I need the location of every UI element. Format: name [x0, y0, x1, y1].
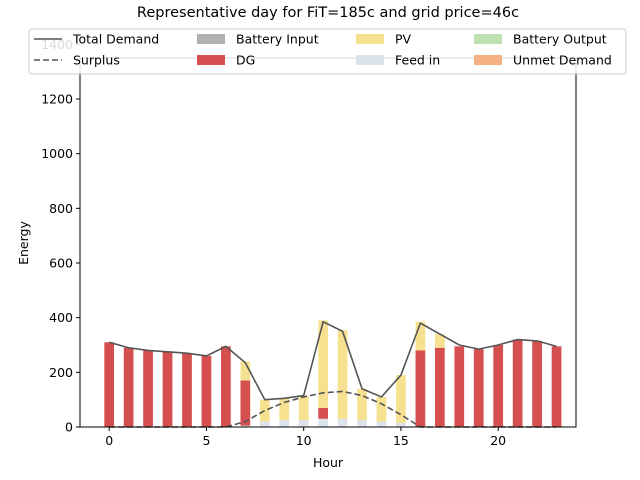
legend: Total Demand Battery Input PV Battery Outpu… [28, 28, 627, 75]
y-tick-label: 200 [49, 365, 73, 380]
line-surplus [109, 390, 557, 428]
plot-area [104, 320, 562, 428]
bar-pv-12 [337, 329, 348, 419]
bar-feed-in-14 [376, 421, 387, 427]
bar-feed-in-8 [259, 421, 270, 427]
bar-pv-8 [259, 399, 270, 422]
legend-label-total-demand: Total Demand [72, 32, 159, 47]
legend-label-surplus: Surplus [73, 53, 120, 68]
bar-pv-17 [434, 334, 445, 348]
y-tick-label: 800 [49, 201, 73, 216]
bar-dg-2 [143, 350, 153, 427]
y-tick-label: 0 [65, 420, 73, 435]
bar-dg-1 [123, 347, 134, 427]
bar-feed-in-7 [240, 425, 251, 427]
legend-label-battery-output: Battery Output [513, 32, 607, 47]
bar-dg-6 [221, 346, 231, 427]
bar-dg-11 [318, 407, 328, 419]
legend-swatch-dg [197, 55, 225, 65]
bar-dg-3 [162, 351, 173, 427]
x-tick-label: 0 [105, 433, 113, 448]
y-tick-label: 600 [49, 256, 73, 271]
legend-swatch-unmet-demand [474, 55, 502, 65]
bar-feed-in-13 [357, 420, 367, 427]
y-axis-label: Energy [16, 221, 31, 265]
x-tick-label: 5 [202, 433, 210, 448]
bar-dg-21 [512, 339, 523, 427]
legend-label-pv: PV [395, 32, 412, 47]
bar-dg-7 [240, 380, 251, 426]
bar-dg-19 [473, 349, 484, 427]
bar-dg-23 [551, 346, 562, 427]
legend-label-battery-input: Battery Input [236, 32, 319, 47]
y-tick-label: 1000 [41, 146, 73, 161]
bar-pv-7 [240, 361, 251, 381]
x-axis: 0 5 10 15 20 [105, 427, 506, 448]
y-tick-label: 400 [49, 310, 73, 325]
bar-dg-18 [454, 346, 465, 427]
bar-feed-in-10 [298, 420, 309, 427]
y-tick-label: 1200 [41, 92, 73, 107]
bar-pv-16 [415, 321, 426, 351]
legend-label-dg: DG [236, 53, 255, 68]
bar-pv-9 [279, 398, 290, 421]
bar-pv-11 [318, 320, 328, 408]
legend-swatch-pv [356, 34, 384, 44]
bar-feed-in-15 [396, 422, 406, 427]
bar-feed-in-9 [279, 420, 290, 427]
bar-feed-in-12 [337, 418, 348, 427]
x-tick-label: 20 [490, 433, 506, 448]
y-axis: 0200400600800100012001400 [41, 37, 80, 435]
bar-pv-14 [376, 396, 387, 422]
bar-feed-in-11 [318, 418, 328, 427]
line-total-demand [108, 320, 557, 401]
bar-dg-22 [532, 340, 542, 427]
legend-swatch-feed-in [356, 55, 384, 65]
chart-title: Representative day for FiT=185c and grid… [137, 5, 519, 21]
bar-dg-5 [201, 355, 212, 427]
legend-swatch-battery-input [197, 34, 225, 44]
bar-dg-0 [104, 342, 115, 427]
legend-swatch-battery-output [474, 34, 502, 44]
bar-dg-16 [415, 350, 426, 427]
x-axis-label: Hour [313, 455, 344, 470]
x-tick-label: 10 [296, 433, 312, 448]
legend-label-unmet-demand: Unmet Demand [513, 53, 612, 68]
bar-pv-13 [357, 388, 367, 421]
x-tick-label: 15 [393, 433, 409, 448]
bar-dg-20 [493, 345, 504, 427]
bar-pv-10 [298, 395, 309, 421]
legend-label-feed-in: Feed in [395, 53, 440, 68]
bar-dg-4 [182, 353, 192, 427]
bar-pv-15 [396, 375, 406, 423]
bar-dg-17 [434, 347, 445, 427]
